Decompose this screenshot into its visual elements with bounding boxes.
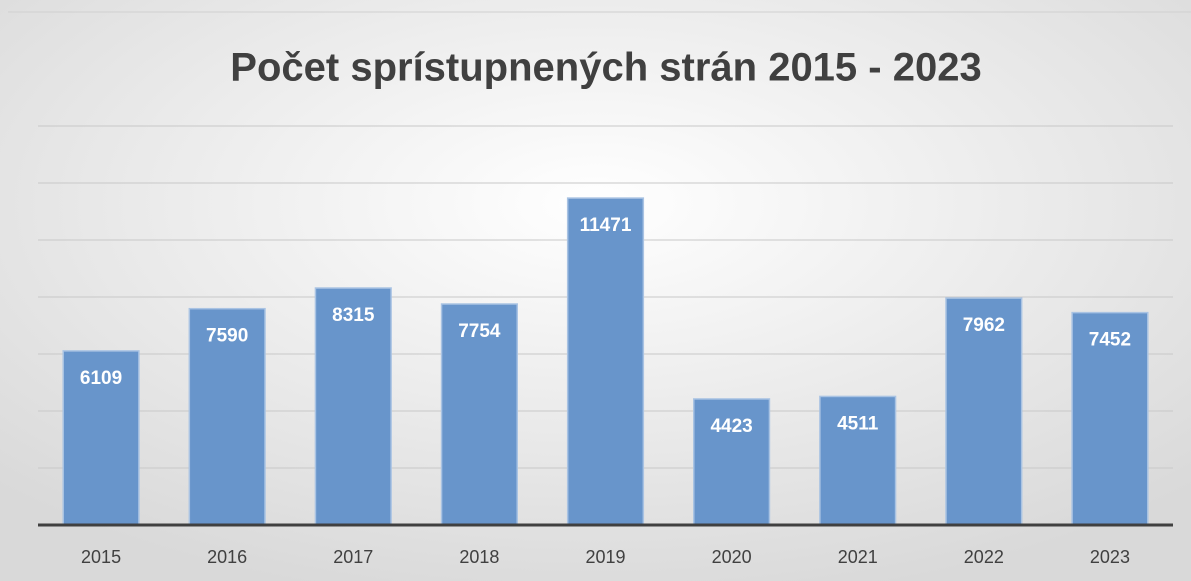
- bar: [1071, 311, 1149, 526]
- bar: [188, 307, 266, 526]
- data-label: 7590: [206, 326, 248, 347]
- x-tick-label: 2019: [585, 547, 625, 567]
- x-tick-label: 2017: [333, 547, 373, 567]
- x-tick-label: 2023: [1090, 547, 1130, 567]
- x-tick-label: 2016: [207, 547, 247, 567]
- data-label: 4511: [837, 413, 879, 434]
- data-label: 4423: [710, 416, 752, 437]
- bar: [440, 303, 518, 526]
- x-tick-label: 2015: [81, 547, 121, 567]
- bar: [566, 197, 645, 526]
- bar: [314, 287, 392, 526]
- bar: [62, 350, 140, 526]
- x-tick-label: 2022: [964, 547, 1004, 567]
- x-tick-label: 2020: [712, 547, 752, 567]
- data-label: 7754: [458, 321, 501, 342]
- data-label: 6109: [80, 368, 122, 389]
- chart-title: Počet sprístupnených strán 2015 - 2023: [230, 46, 981, 90]
- data-label: 7962: [963, 315, 1005, 336]
- data-label: 11471: [580, 215, 632, 236]
- data-label: 7452: [1089, 330, 1131, 351]
- bar: [945, 297, 1023, 526]
- x-tick-label: 2021: [838, 547, 878, 567]
- data-label: 8315: [332, 305, 375, 326]
- x-tick-label: 2018: [459, 547, 499, 567]
